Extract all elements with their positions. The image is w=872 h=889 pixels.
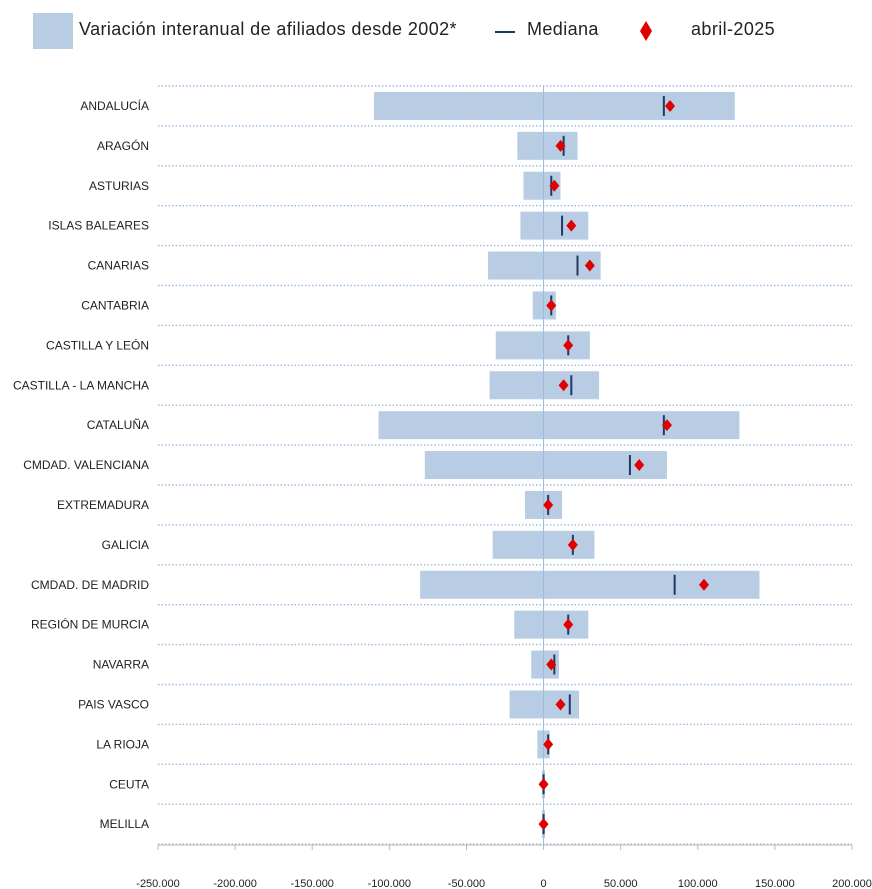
current-marker [555,698,566,711]
x-tick-label: -150.000 [291,878,334,889]
range-bar [378,411,740,440]
x-tick-label: -100.000 [368,878,411,889]
legend-range-label: Variación interanual de afiliados desde … [79,19,457,39]
current-marker [546,299,557,312]
x-tick-label: 100.000 [678,878,718,889]
category-label: ASTURIAS [89,179,149,193]
current-marker [661,419,672,432]
current-marker [538,778,549,791]
category-label: LA RIOJA [96,737,149,751]
legend: Variación interanual de afiliados desde … [33,10,833,52]
category-label: ANDALUCÍA [80,98,149,113]
range-bar [517,131,578,160]
legend-range-swatch [33,13,73,49]
current-marker [567,538,578,551]
current-marker [543,738,554,751]
current-marker [665,99,676,112]
current-marker [555,139,566,152]
current-marker [566,219,577,232]
legend-median-swatch [495,31,515,33]
category-label: CASTILLA - LA MANCHA [13,378,149,392]
category-label: ARAGÓN [97,138,149,153]
category-label: CEUTA [109,777,149,791]
range-bar [488,251,601,280]
legend-current-swatch [640,21,652,41]
current-marker [538,818,549,831]
range-bar [489,371,600,400]
current-marker [563,618,574,631]
x-tick-label: -200.000 [213,878,256,889]
x-tick-label: 150.000 [755,878,795,889]
category-label: CATALUÑA [87,418,149,432]
category-label: CASTILLA Y LEÓN [46,337,149,352]
range-bar [373,91,735,120]
x-tick-label: -250.000 [136,878,179,889]
category-label: NAVARRA [93,658,149,672]
category-label: CMDAD. DE MADRID [31,578,149,592]
current-marker [549,179,560,192]
current-marker [543,498,554,511]
current-marker [634,459,645,472]
category-label: CANARIAS [88,259,149,273]
range-bar [532,291,556,320]
x-tick-label: 0 [540,878,546,889]
current-marker [546,658,557,671]
x-tick-label: 50.000 [604,878,638,889]
category-label: CMDAD. VALENCIANA [23,458,149,472]
category-label: EXTREMADURA [57,498,149,512]
legend-current-label: abril-2025 [691,19,776,39]
range-bar [509,690,580,719]
category-label: ISLAS BALEARES [48,219,149,233]
x-tick-label: 200.000 [832,878,872,889]
category-label: GALICIA [102,538,149,552]
range-bar [495,331,590,360]
category-label: MELILLA [100,817,149,831]
x-tick-label: -50.000 [448,878,485,889]
current-marker [563,339,574,352]
range-bar [424,451,667,480]
current-marker [558,379,569,392]
legend-median-label: Mediana [527,19,599,39]
range-bar [520,211,589,240]
category-label: REGIÓN DE MURCIA [31,617,149,632]
category-label: PAIS VASCO [78,697,149,711]
current-marker [698,578,709,591]
category-label: CANTABRIA [81,298,149,312]
range-bar [514,610,589,639]
current-marker [584,259,595,272]
